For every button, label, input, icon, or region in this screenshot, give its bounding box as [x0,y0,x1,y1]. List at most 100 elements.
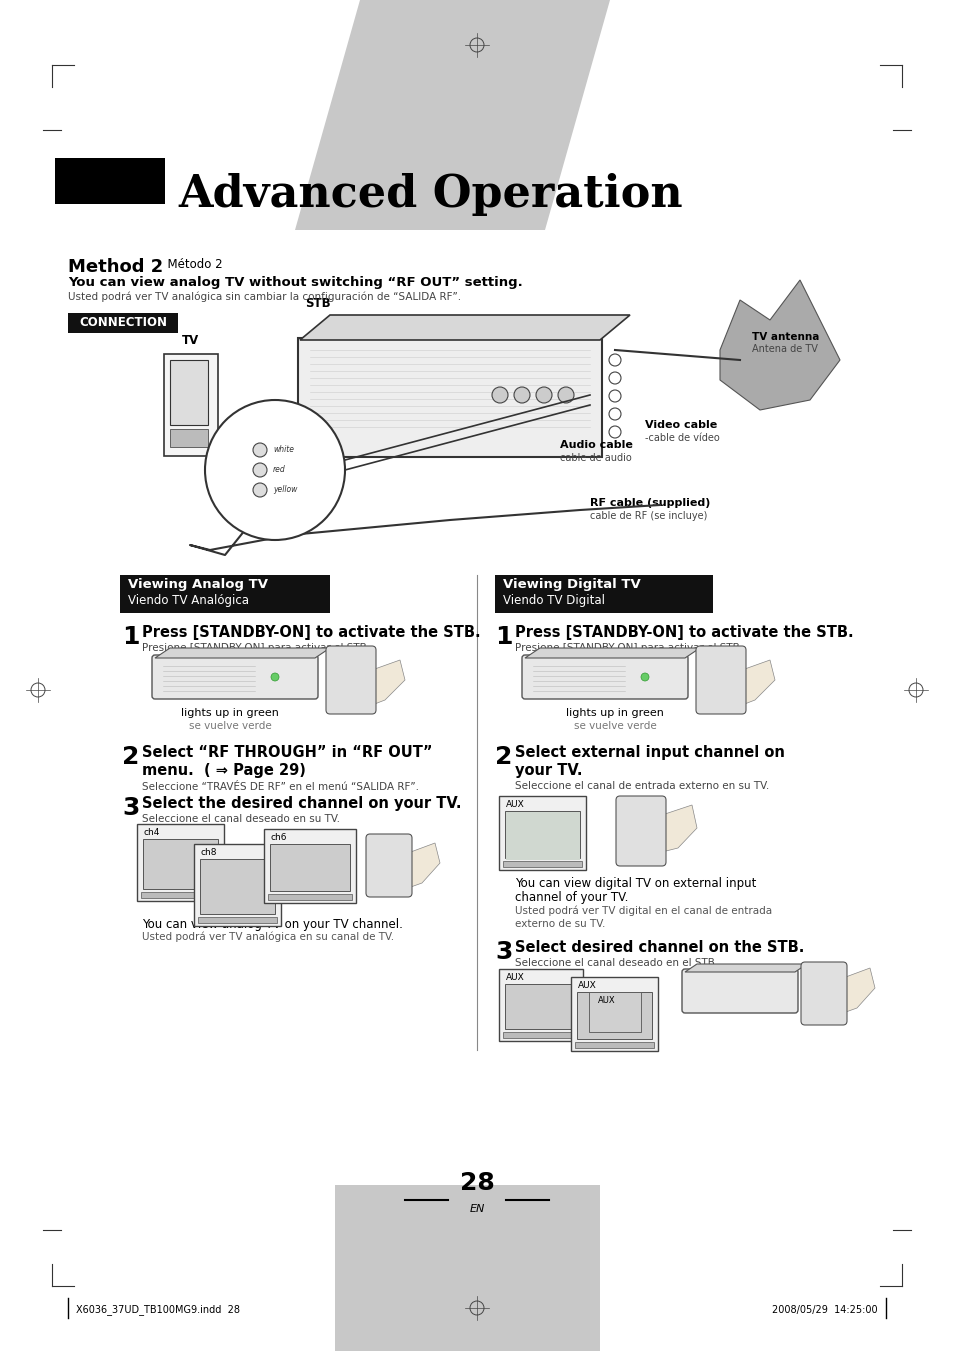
Bar [270,844,350,892]
FancyBboxPatch shape [588,992,640,1032]
Bar [504,984,577,1029]
Text: Presione [STANDBY-ON] para activar el STB.: Presione [STANDBY-ON] para activar el ST… [515,643,742,653]
Text: red: red [273,466,286,474]
Text: AUX: AUX [578,981,597,990]
Polygon shape [335,1185,599,1351]
Text: Seleccione el canal deseado en el STB.: Seleccione el canal deseado en el STB. [515,958,718,969]
Text: Método 2: Método 2 [160,258,222,272]
Text: Select external input channel on: Select external input channel on [515,744,784,761]
Text: X6036_37UD_TB100MG9.indd  28: X6036_37UD_TB100MG9.indd 28 [76,1305,240,1316]
Circle shape [558,386,574,403]
Bar [495,576,712,613]
Circle shape [253,484,267,497]
Polygon shape [505,812,579,861]
Bar [502,1032,578,1038]
Bar [200,859,274,915]
Text: Video cable: Video cable [644,420,717,430]
Bar [170,359,208,426]
FancyBboxPatch shape [152,655,317,698]
FancyBboxPatch shape [696,646,745,713]
Text: 3: 3 [122,796,139,820]
Text: Viewing Digital TV: Viewing Digital TV [502,578,640,590]
Polygon shape [299,315,629,340]
Text: 3: 3 [495,940,512,965]
Text: 1: 1 [122,626,139,648]
Bar [504,811,579,858]
Text: You can view analog TV without switching “RF OUT” setting.: You can view analog TV without switching… [68,276,522,289]
Text: Select desired channel on the STB.: Select desired channel on the STB. [515,940,803,955]
FancyBboxPatch shape [366,834,412,897]
Circle shape [492,386,507,403]
Bar [55,158,165,204]
Bar [143,839,218,889]
Text: STB: STB [305,297,331,309]
Text: channel of your TV.: channel of your TV. [515,892,628,904]
Text: 1: 1 [495,626,512,648]
Text: white: white [273,446,294,454]
Circle shape [205,400,345,540]
Text: se vuelve verde: se vuelve verde [189,721,271,731]
Circle shape [514,386,530,403]
Circle shape [253,463,267,477]
FancyBboxPatch shape [297,338,601,457]
Text: Seleccione el canal de entrada externo en su TV.: Seleccione el canal de entrada externo e… [515,781,768,790]
Text: Presione [STANDBY-ON] para activar el STB.: Presione [STANDBY-ON] para activar el ST… [142,643,370,653]
Bar [120,576,330,613]
Text: ch6: ch6 [271,834,287,842]
Text: AUX: AUX [505,800,524,809]
Text: your TV.: your TV. [515,763,582,778]
FancyBboxPatch shape [164,354,218,457]
Text: 2: 2 [122,744,139,769]
Text: Select the desired channel on your TV.: Select the desired channel on your TV. [142,796,461,811]
Text: Advanced Operation: Advanced Operation [178,173,682,216]
Circle shape [253,443,267,457]
FancyBboxPatch shape [498,969,582,1042]
FancyBboxPatch shape [681,969,797,1013]
FancyBboxPatch shape [521,655,687,698]
FancyBboxPatch shape [616,796,665,866]
Text: lights up in green: lights up in green [565,708,663,717]
FancyBboxPatch shape [264,830,355,902]
Text: CONNECTION: CONNECTION [79,316,167,330]
Text: Viewing Analog TV: Viewing Analog TV [128,578,268,590]
Text: Press [STANDBY-ON] to activate the STB.: Press [STANDBY-ON] to activate the STB. [515,626,853,640]
Text: TV: TV [182,334,199,347]
Bar [577,992,651,1039]
Bar [170,430,208,447]
Text: Usted podrá ver TV analógica sin cambiar la configuración de “SALIDA RF”.: Usted podrá ver TV analógica sin cambiar… [68,292,460,303]
Bar [141,892,220,898]
Text: -cable de vídeo: -cable de vídeo [644,434,719,443]
Polygon shape [684,965,806,971]
Text: Usted podrá ver TV analógica en su canal de TV.: Usted podrá ver TV analógica en su canal… [142,932,394,943]
Text: Antena de TV: Antena de TV [751,345,817,354]
Text: Select “RF THROUGH” in “RF OUT”: Select “RF THROUGH” in “RF OUT” [142,744,432,761]
Text: se vuelve verde: se vuelve verde [573,721,656,731]
Text: AUX: AUX [505,973,524,982]
Polygon shape [154,648,330,658]
Circle shape [536,386,552,403]
Bar [198,917,276,923]
FancyBboxPatch shape [193,844,281,925]
Text: 2: 2 [495,744,512,769]
Text: Seleccione “TRAVÉS DE RF” en el menú “SALIDA RF”.: Seleccione “TRAVÉS DE RF” en el menú “SA… [142,782,418,792]
Text: Viendo TV Analógica: Viendo TV Analógica [128,594,249,607]
Text: Viendo TV Digital: Viendo TV Digital [502,594,604,607]
Text: You can view digital TV on external input: You can view digital TV on external inpu… [515,877,756,890]
Bar [502,861,581,867]
Polygon shape [294,0,609,230]
Text: You can view analog TV on your TV channel.: You can view analog TV on your TV channe… [142,917,402,931]
Polygon shape [842,969,874,1013]
Polygon shape [741,661,774,705]
Text: menu.  ( ⇒ Page 29): menu. ( ⇒ Page 29) [142,763,306,778]
FancyBboxPatch shape [498,796,585,870]
Circle shape [640,673,648,681]
Text: Seleccione el canal deseado en su TV.: Seleccione el canal deseado en su TV. [142,815,339,824]
FancyBboxPatch shape [137,824,224,901]
Text: AUX: AUX [598,996,615,1005]
Text: 28: 28 [459,1171,494,1196]
FancyBboxPatch shape [326,646,375,713]
Bar [68,313,178,332]
Circle shape [271,673,278,681]
Text: externo de su TV.: externo de su TV. [515,919,605,929]
Polygon shape [524,648,700,658]
